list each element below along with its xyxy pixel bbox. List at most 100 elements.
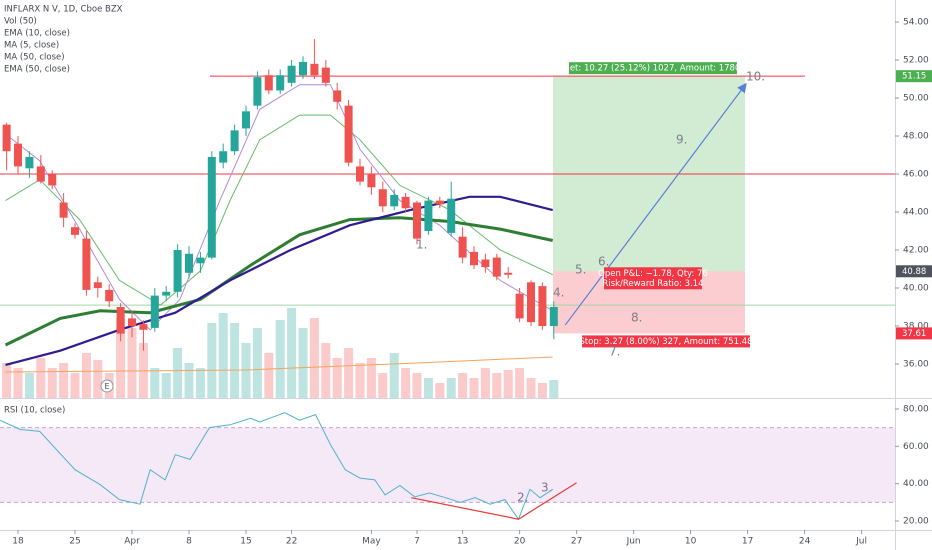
legend-entry: EMA (10, close) <box>4 29 70 39</box>
earnings-marker <box>100 379 114 393</box>
x-tick-label: 22 <box>286 537 297 547</box>
x-tick-label: Jul <box>855 537 867 547</box>
x-tick-label: 18 <box>12 537 24 547</box>
candle-body <box>264 75 273 91</box>
legend-entry: Vol (50) <box>4 17 37 27</box>
annotation: 4. <box>553 286 564 300</box>
candle-body <box>116 307 125 334</box>
y-tick-label: 20.00 <box>903 517 929 527</box>
candle-body <box>82 238 91 290</box>
candle-body <box>458 236 467 258</box>
candle-body <box>230 130 239 152</box>
x-tick-label: 20 <box>514 537 526 547</box>
price-tag: 40.88 <box>902 267 926 277</box>
candle-body <box>492 257 501 277</box>
volume-bar <box>184 363 194 398</box>
volume-bar <box>2 363 12 398</box>
y-tick-label: 50.00 <box>903 94 929 104</box>
candle-body <box>367 174 376 188</box>
volume-bar <box>264 353 274 398</box>
x-tick-label: 17 <box>742 537 753 547</box>
annotation: 10. <box>746 70 765 84</box>
x-tick-label: 8 <box>186 537 192 547</box>
volume-bar <box>321 343 331 398</box>
y-tick-label: 36.00 <box>903 359 929 369</box>
x-tick-label: 27 <box>571 537 582 547</box>
candle-body <box>378 189 387 207</box>
y-tick-label: 44.00 <box>903 208 929 218</box>
volume-bar <box>366 358 376 398</box>
y-tick-label: 40.00 <box>903 479 929 489</box>
candle-body <box>25 156 34 169</box>
volume-ma <box>5 356 553 373</box>
y-tick-label: 38.00 <box>903 321 929 331</box>
y-tick-label: 52.00 <box>903 56 929 66</box>
y-tick-label: 54.00 <box>903 18 929 28</box>
candle-body <box>390 194 399 207</box>
candle-body <box>219 151 228 163</box>
rr-label: Risk/Reward Ratio: 3.14 <box>602 279 703 289</box>
volume-bar <box>344 348 354 398</box>
candle-body <box>185 253 194 273</box>
volume-bar <box>458 373 468 398</box>
annotation: 1. <box>416 238 427 252</box>
volume-bar <box>173 348 183 398</box>
annotation: 7. <box>609 345 620 359</box>
volume-bar <box>24 373 34 398</box>
candle-body <box>196 257 205 264</box>
volume-bar <box>309 318 319 398</box>
volume-bar <box>218 313 228 398</box>
volume-bar <box>332 358 342 398</box>
volume-bar <box>355 363 365 398</box>
annotation: 2. <box>517 491 528 505</box>
volume-bar <box>503 370 513 398</box>
candle-body <box>401 196 410 209</box>
rsi-line <box>0 412 553 521</box>
x-tick-label: Apr <box>124 537 140 547</box>
volume-bar <box>401 368 411 398</box>
volume-bar <box>549 380 559 398</box>
x-tick-label: Jun <box>626 537 641 547</box>
volume-bar <box>207 323 217 398</box>
volume-bar <box>287 308 297 398</box>
volume-bar <box>127 328 137 398</box>
x-tick-label: 10 <box>685 537 697 547</box>
candle-body <box>253 77 262 106</box>
volume-bar <box>298 328 308 398</box>
candle-body <box>173 250 182 292</box>
volume-bar <box>161 373 171 398</box>
chart-title: INFLARX N V, 1D, Cboe BZX <box>4 5 123 15</box>
candle-body <box>14 143 23 167</box>
target-label-box <box>569 62 737 75</box>
volume-bar <box>70 373 80 398</box>
candle-body <box>287 65 296 83</box>
y-tick-label: 48.00 <box>903 132 929 142</box>
candle-body <box>36 166 45 182</box>
x-tick-label: 25 <box>69 537 80 547</box>
annotation: 3. <box>541 481 552 495</box>
annotation: 6. <box>598 255 609 269</box>
volume-bar <box>241 343 251 398</box>
candle-body <box>48 174 57 186</box>
volume-bar <box>537 383 547 398</box>
rsi-band <box>0 427 895 503</box>
candle-body <box>538 286 547 326</box>
candle-body <box>299 61 308 76</box>
volume-bar <box>446 378 456 398</box>
volume-bar <box>378 373 388 398</box>
volume-bar <box>116 318 126 398</box>
candle-body <box>549 307 558 326</box>
indicator-line <box>5 195 553 366</box>
volume-bar <box>526 378 536 398</box>
volume-bar <box>515 368 525 398</box>
volume-bar <box>195 368 205 398</box>
candle-body <box>150 295 159 328</box>
volume-bar <box>275 320 285 398</box>
volume-bar <box>492 373 502 398</box>
volume-bar <box>36 358 46 398</box>
x-tick-label: May <box>362 537 381 547</box>
price-tag: 51.15 <box>902 72 926 82</box>
candle-body <box>470 251 479 266</box>
